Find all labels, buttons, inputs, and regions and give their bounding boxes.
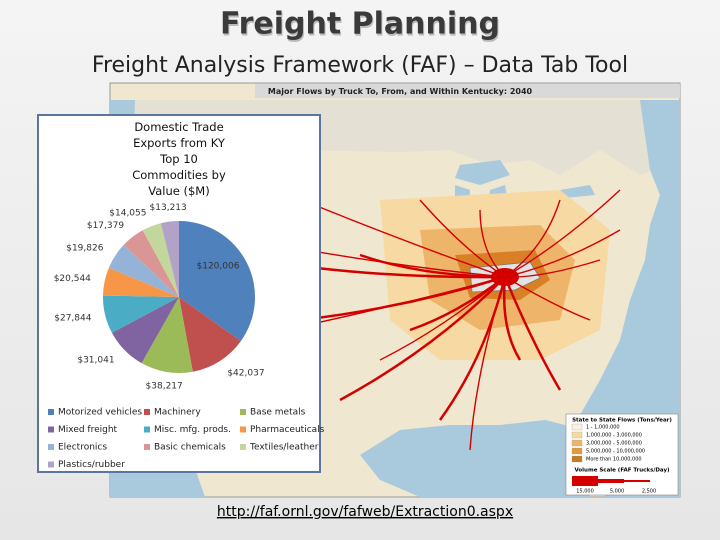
legend-swatch: [48, 444, 54, 450]
data-label: $19,826: [66, 244, 103, 254]
pie-slice: [142, 223, 179, 297]
flow-line: [504, 189, 621, 278]
map-title-bar: [255, 84, 680, 98]
data-label: $14,055: [109, 209, 146, 219]
legend-label: Plastics/rubber: [58, 460, 125, 470]
data-label: $31,041: [77, 355, 114, 365]
map-legend-swatch: [571, 431, 583, 439]
lake: [560, 185, 595, 198]
data-label: $13,213: [150, 203, 187, 213]
map-title: Major Flows by Truck To, From, and Withi…: [268, 87, 533, 96]
data-label: $27,844: [54, 313, 91, 323]
map-scale-bar: [572, 476, 598, 486]
atlantic: [580, 100, 680, 497]
flow-line: [504, 276, 591, 321]
pie-slice: [141, 297, 193, 374]
map-legend-label: 1 - 1,000,000: [586, 425, 620, 431]
legend-label: Electronics: [58, 443, 107, 453]
map-scale-bar: [624, 480, 650, 482]
pie-slice: [179, 221, 255, 342]
legend-label: Motorized vehicles: [58, 408, 142, 418]
legend-swatch: [240, 426, 246, 433]
legend-swatch: [144, 426, 150, 433]
data-label: $20,544: [54, 274, 91, 284]
flow-line: [379, 276, 506, 361]
map-scale-label: 5,000: [610, 489, 624, 495]
map-legend-swatch: [571, 455, 583, 463]
pie-slice: [111, 297, 179, 364]
legend-label: Base metals: [250, 408, 306, 418]
flow-line: [359, 253, 506, 279]
link[interactable]: http://faf.ornl.gov/fafweb/Extraction0.a…: [217, 504, 513, 520]
map-scale-label: 15,000: [576, 489, 594, 495]
flow-line: [339, 276, 506, 402]
pie-slice: [160, 221, 179, 297]
map-scale-bar: [598, 479, 624, 483]
map-legend-label: 5,000,000 - 10,000,000: [586, 449, 645, 455]
pie-slice: [123, 230, 179, 297]
title-shadow: Freight Planning: [221, 9, 501, 44]
chart-title: Domestic Trade Exports from KY Top 10 Commo…: [132, 120, 226, 198]
legend-swatch: [48, 461, 54, 468]
pie-slice: [103, 295, 179, 333]
legend-swatch: [144, 409, 150, 415]
data-label: $42,037: [227, 368, 264, 378]
pie-slice: [103, 267, 179, 297]
map-legend-swatch: [571, 423, 583, 431]
flow-line: [502, 276, 522, 361]
map-legend-label: More than 10,000,000: [586, 457, 642, 463]
lake: [455, 160, 510, 185]
pie-slice: [108, 244, 179, 297]
legend-label: Basic chemicals: [154, 443, 226, 453]
legend-swatch: [144, 444, 150, 450]
flow-line: [469, 276, 506, 451]
legend-label: Misc. mfg. prods.: [154, 425, 231, 435]
map-legend-label: 1,000,000 - 3,000,000: [586, 433, 642, 439]
legend-swatch: [240, 409, 246, 415]
pie-inset: Domestic Trade Exports from KY Top 10 Commo…: [37, 114, 325, 473]
gulf: [360, 420, 590, 497]
legend-label: Textiles/leather: [249, 443, 319, 453]
map-legend-swatch: [571, 447, 583, 455]
slide-title: Freight Planning: [220, 7, 500, 42]
legend-swatch: [48, 426, 54, 433]
legend-label: Pharmaceuticals: [250, 425, 325, 435]
legend-swatch: [48, 409, 54, 415]
flow-hub: [491, 268, 519, 286]
flow-line: [503, 276, 562, 391]
map-legend-label: 3,000,000 - 5,000,000: [586, 441, 642, 447]
legend-swatch: [240, 444, 246, 450]
map-legend: State to State Flows (Tons/Year)1 - 1,00…: [565, 413, 679, 496]
legend-label: Machinery: [154, 408, 201, 418]
legend-label: Mixed freight: [58, 425, 118, 435]
pie-slice: [179, 297, 241, 372]
data-label: $120,006: [197, 261, 240, 271]
map-scale-label: 2,500: [642, 489, 656, 495]
data-label: $38,217: [146, 381, 183, 391]
map-scale-title: Volume Scale (FAF Trucks/Day): [574, 468, 670, 474]
map-legend-swatch: [571, 439, 583, 447]
map-legend-title: State to State Flows (Tons/Year): [572, 418, 672, 424]
data-label: $17,379: [87, 221, 124, 231]
slide-subtitle: Freight Analysis Framework (FAF) – Data …: [92, 53, 628, 78]
